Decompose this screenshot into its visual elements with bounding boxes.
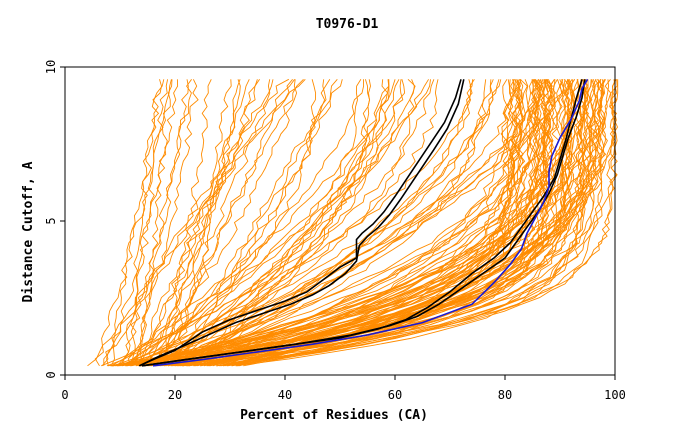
x-tick-label: 100 <box>604 388 626 402</box>
background-curve <box>127 79 199 367</box>
background-curve <box>173 79 241 367</box>
y-tick-label: 10 <box>44 60 58 74</box>
background-curve <box>167 79 494 367</box>
background-curve <box>156 79 241 367</box>
background-curve <box>161 79 293 367</box>
highlight-curve-blue <box>152 78 589 367</box>
background-curve <box>110 79 165 366</box>
background-curve <box>223 79 521 367</box>
x-axis-ticks: 0 20 40 60 80 100 <box>61 375 626 402</box>
background-curve <box>220 79 590 367</box>
y-tick-label: 0 <box>44 371 58 378</box>
background-curve <box>235 79 584 367</box>
background-curve <box>200 79 602 367</box>
background-curve <box>156 79 415 367</box>
background-curve <box>159 79 365 367</box>
background-curve <box>179 79 567 367</box>
background-curve <box>101 79 472 367</box>
background-curve <box>126 78 602 367</box>
x-tick-label: 20 <box>168 388 182 402</box>
background-curve <box>212 79 550 367</box>
background-curve <box>238 79 512 367</box>
background-curve <box>113 79 435 367</box>
background-curve <box>148 79 260 366</box>
background-curve <box>152 79 327 366</box>
background-curve <box>119 79 475 367</box>
background-curve <box>216 79 590 367</box>
background-curve <box>140 79 549 367</box>
background-curve <box>143 79 298 367</box>
background-curve <box>174 79 232 367</box>
background-curve <box>168 79 516 367</box>
background-curve <box>177 79 592 367</box>
background-curve <box>135 79 258 366</box>
background-curve <box>143 79 271 367</box>
background-curve <box>139 79 173 366</box>
background-curve <box>94 79 172 367</box>
background-curve <box>119 79 192 367</box>
highlight-series-group <box>138 78 589 367</box>
x-tick-label: 40 <box>278 388 292 402</box>
background-curve <box>156 79 547 367</box>
background-curve <box>182 79 607 367</box>
background-curve <box>131 79 439 367</box>
background-curve <box>174 79 580 367</box>
background-curve <box>187 79 549 367</box>
background-curve <box>107 79 525 367</box>
background-curve <box>130 79 538 367</box>
background-curve <box>162 79 406 367</box>
x-axis-label: Percent of Residues (CA) <box>240 408 428 423</box>
background-curve <box>180 79 400 367</box>
x-tick-label: 60 <box>388 388 402 402</box>
background-curve <box>116 79 396 367</box>
background-curve <box>129 79 317 367</box>
background-curve <box>103 78 290 366</box>
background-curve <box>147 79 606 367</box>
background-curve <box>154 78 304 367</box>
highlight-curve-black <box>141 79 586 367</box>
background-curve <box>200 79 404 367</box>
background-curve <box>171 79 487 367</box>
background-curve <box>135 79 526 367</box>
background-curve <box>111 79 600 367</box>
background-curve <box>126 79 515 367</box>
background-curve <box>128 79 189 367</box>
background-curve <box>87 79 295 367</box>
background-curve <box>208 79 617 367</box>
background-curve <box>106 79 431 367</box>
background-curve <box>146 79 589 367</box>
background-curve <box>140 79 250 366</box>
background-curve <box>106 79 179 366</box>
background-curve <box>127 79 169 366</box>
background-curve <box>207 79 618 367</box>
background-curve <box>123 79 162 366</box>
x-tick-label: 80 <box>498 388 512 402</box>
y-tick-label: 5 <box>44 217 58 224</box>
background-series-group <box>87 78 619 367</box>
y-axis-label: Distance Cutoff, A <box>21 161 36 302</box>
chart-title: T0976-D1 <box>316 17 379 32</box>
background-curve <box>164 79 597 367</box>
highlight-curve-black <box>138 79 465 367</box>
x-tick-label: 0 <box>61 388 68 402</box>
y-axis-ticks: 0 5 10 <box>44 60 65 379</box>
background-curve <box>127 79 390 367</box>
background-curve <box>181 79 502 367</box>
background-curve <box>137 79 274 366</box>
